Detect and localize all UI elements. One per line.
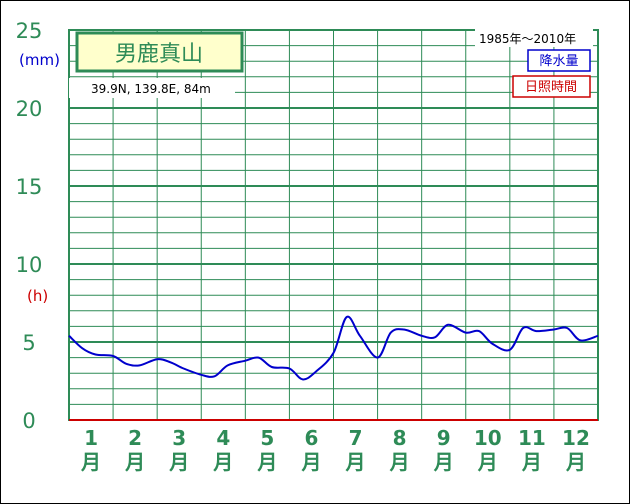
month-suffix-label: 月 (256, 450, 277, 474)
month-suffix-label: 月 (168, 450, 189, 474)
legend-precipitation-label: 降水量 (539, 54, 578, 69)
month-suffix-label: 月 (477, 450, 498, 474)
major-grid (69, 107, 598, 343)
legend-sunshine (512, 75, 591, 98)
period-box (475, 29, 593, 47)
month-number-label: 8 (393, 426, 407, 450)
month-suffix-label: 月 (389, 450, 410, 474)
month-number-label: 5 (260, 426, 274, 450)
title-box (75, 31, 244, 73)
month-suffix-label: 月 (212, 450, 233, 474)
month-number-label: 4 (216, 426, 230, 450)
month-number-label: 2 (128, 426, 142, 450)
month-suffix-label: 月 (345, 450, 366, 474)
month-number-label: 11 (518, 426, 546, 450)
month-number-label: 12 (562, 426, 590, 450)
y-tick-label: 10 (16, 253, 43, 277)
month-suffix-label: 月 (565, 450, 586, 474)
month-suffix-label: 月 (80, 450, 101, 474)
precipitation-line (68, 315, 599, 381)
unit-h-label: (h) (27, 287, 48, 305)
unit-mm-label: (mm) (19, 51, 60, 69)
station-coords: 39.9N, 139.8E, 84m (91, 82, 211, 96)
y-tick-label: 15 (16, 175, 43, 199)
legend-precipitation (527, 49, 591, 72)
period-label: 1985年～2010年 (479, 32, 576, 46)
month-number-label: 7 (349, 426, 363, 450)
legend-sunshine-label: 日照時間 (525, 80, 577, 95)
month-suffix-label: 月 (124, 450, 145, 474)
month-number-label: 9 (437, 426, 451, 450)
minor-grid (69, 30, 598, 420)
y-tick-label: 25 (16, 19, 43, 43)
coords-box (69, 78, 235, 98)
chart-title: 男鹿真山 (115, 42, 203, 67)
month-number-label: 6 (304, 426, 318, 450)
month-number-label: 1 (84, 426, 98, 450)
y-tick-labels: 0 5 10 15 20 25 (16, 19, 43, 433)
month-suffix-label: 月 (300, 450, 321, 474)
month-suffix-label: 月 (521, 450, 542, 474)
y-tick-label: 20 (16, 97, 43, 121)
month-number-label: 3 (172, 426, 186, 450)
month-number-label: 10 (474, 426, 502, 450)
month-suffix-label: 月 (433, 450, 454, 474)
y-tick-label: 5 (22, 331, 35, 355)
y-tick-label: 0 (22, 409, 35, 433)
